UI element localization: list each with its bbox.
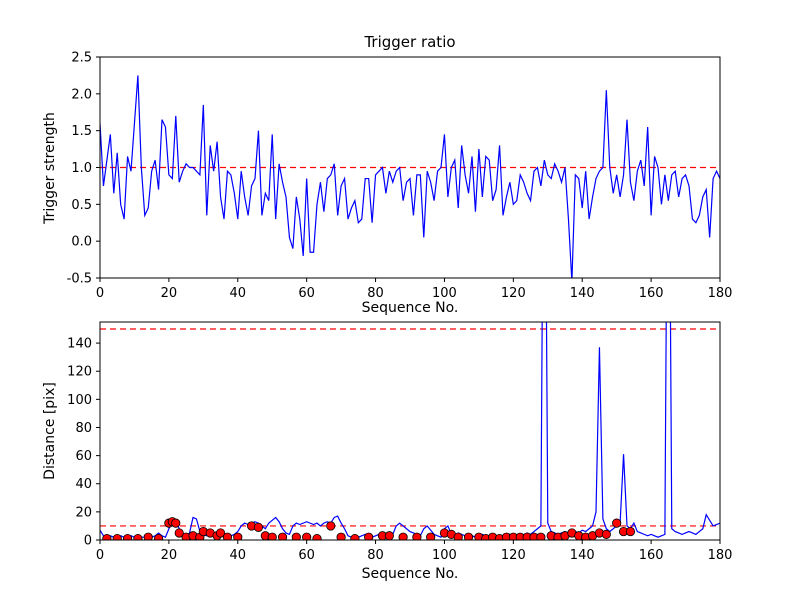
bottom-chart: 0 20 40 60 80 100 120 140 160 180 0 20 40 60 80 100 120 1…	[67, 321, 733, 563]
svg-text:180: 180	[708, 286, 733, 301]
svg-text:180: 180	[708, 548, 733, 563]
svg-text:0: 0	[96, 548, 104, 563]
svg-text:100: 100	[432, 286, 457, 301]
top-chart-xlabel: Sequence No.	[362, 300, 459, 316]
svg-text:0: 0	[84, 534, 92, 549]
svg-text:100: 100	[432, 548, 457, 563]
svg-text:2.0: 2.0	[71, 87, 92, 102]
svg-text:40: 40	[230, 286, 247, 301]
svg-text:80: 80	[367, 548, 384, 563]
svg-text:0.5: 0.5	[71, 198, 92, 213]
svg-text:80: 80	[75, 421, 92, 436]
svg-text:1.5: 1.5	[71, 124, 92, 139]
svg-text:20: 20	[161, 548, 178, 563]
top-chart-title: Trigger ratio	[363, 33, 455, 51]
bottom-chart-xlabel: Sequence No.	[362, 566, 459, 582]
svg-text:60: 60	[298, 286, 315, 301]
svg-text:120: 120	[501, 548, 526, 563]
svg-text:140: 140	[67, 337, 92, 352]
svg-text:120: 120	[501, 286, 526, 301]
svg-text:40: 40	[75, 477, 92, 492]
top-chart: 0 20 40 60 80 100 120 140 160 180 -0.5 0.0 0.5 1.0 1.5…	[67, 51, 733, 302]
svg-text:60: 60	[75, 449, 92, 464]
svg-text:-0.5: -0.5	[67, 272, 92, 287]
svg-text:80: 80	[367, 286, 384, 301]
svg-text:40: 40	[230, 548, 247, 563]
svg-text:20: 20	[75, 505, 92, 520]
svg-text:0.0: 0.0	[71, 235, 92, 250]
svg-text:140: 140	[570, 286, 595, 301]
svg-text:100: 100	[67, 393, 92, 408]
svg-text:120: 120	[67, 365, 92, 380]
bottom-chart-ylabel: Distance [pix]	[42, 382, 58, 480]
svg-text:2.5: 2.5	[71, 51, 92, 66]
svg-text:1.0: 1.0	[71, 161, 92, 176]
svg-text:20: 20	[161, 286, 178, 301]
svg-text:160: 160	[639, 286, 664, 301]
svg-text:0: 0	[96, 286, 104, 301]
svg-text:60: 60	[298, 548, 315, 563]
svg-text:140: 140	[570, 548, 595, 563]
svg-text:160: 160	[639, 548, 664, 563]
top-chart-ylabel: Trigger strength	[42, 112, 58, 225]
